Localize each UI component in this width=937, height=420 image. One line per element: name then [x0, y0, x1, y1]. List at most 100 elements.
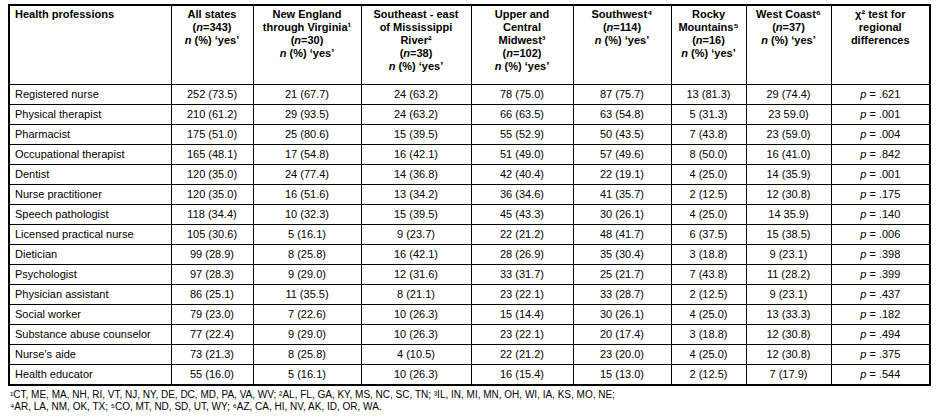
value-cell: 10 (32.3) [253, 204, 361, 224]
value-cell: 2 (12.5) [671, 364, 746, 385]
value-cell: 105 (30.6) [171, 224, 253, 244]
value-cell: 45 (43.3) [471, 204, 573, 224]
value-cell: 10 (26.3) [361, 324, 471, 344]
value-cell: 36 (34.6) [471, 184, 573, 204]
value-cell: 51 (49.0) [471, 144, 573, 164]
value-cell: 4 (25.0) [671, 204, 746, 224]
header-row: Health professionsAll states(n=343)n (%)… [9, 5, 930, 84]
header-line: Mountains⁵ [674, 21, 744, 34]
value-cell: 6 (37.5) [671, 224, 746, 244]
value-cell: 2 (12.5) [671, 284, 746, 304]
value-cell: 24 (63.2) [361, 84, 471, 104]
header-line: Southwest⁴ [576, 8, 669, 21]
value-cell: 21 (67.7) [253, 84, 361, 104]
header-line: n (%) ‘yes’ [364, 60, 469, 73]
value-cell: 16 (15.4) [471, 364, 573, 385]
table-row: Registered nurse252 (73.5)21 (67.7)24 (6… [9, 84, 930, 104]
value-cell: 97 (28.3) [171, 264, 253, 284]
table-header: Health professionsAll states(n=343)n (%)… [9, 5, 930, 84]
value-cell: 15 (13.0) [573, 364, 671, 385]
p-value-cell: p = .182 [831, 304, 930, 324]
column-header-health-professions: Health professions [9, 5, 171, 84]
value-cell: 79 (23.0) [171, 304, 253, 324]
header-line: Southeast - east [364, 8, 469, 21]
value-cell: 24 (77.4) [253, 164, 361, 184]
header-line: Midwest³ [474, 34, 571, 47]
footnote-line-1: ¹CT, ME, MA, NH, RI, VT, NJ, NY, DE, DC,… [10, 389, 937, 401]
header-line: n (%) ‘yes’ [749, 34, 829, 47]
header-line: Upper and [474, 8, 571, 21]
value-cell: 33 (28.7) [573, 284, 671, 304]
value-cell: 9 (23.1) [746, 244, 831, 264]
value-cell: 4 (25.0) [671, 304, 746, 324]
p-value-cell: p = .006 [831, 224, 930, 244]
row-label: Licensed practical nurse [9, 224, 171, 244]
value-cell: 22 (21.2) [471, 344, 573, 364]
value-cell: 63 (54.8) [573, 104, 671, 124]
value-cell: 24 (63.2) [361, 104, 471, 124]
table-row: Physician assistant86 (25.1)11 (35.5)8 (… [9, 284, 930, 304]
value-cell: 15 (39.5) [361, 204, 471, 224]
row-label: Nurse practitioner [9, 184, 171, 204]
table-footnotes: ¹CT, ME, MA, NH, RI, VT, NJ, NY, DE, DC,… [8, 389, 937, 413]
table-row: Speech pathologist118 (34.4)10 (32.3)15 … [9, 204, 930, 224]
value-cell: 5 (31.3) [671, 104, 746, 124]
value-cell: 33 (31.7) [471, 264, 573, 284]
value-cell: 10 (26.3) [361, 364, 471, 385]
value-cell: 55 (52.9) [471, 124, 573, 144]
p-value-cell: p = .437 [831, 284, 930, 304]
header-line: differences [834, 34, 928, 47]
value-cell: 8 (21.1) [361, 284, 471, 304]
value-cell: 23 (22.1) [471, 324, 573, 344]
table-row: Occupational therapist165 (48.1)17 (54.8… [9, 144, 930, 164]
row-label: Physician assistant [9, 284, 171, 304]
value-cell: 14 (36.8) [361, 164, 471, 184]
p-value-cell: p = .004 [831, 124, 930, 144]
value-cell: 14 35.9) [746, 204, 831, 224]
value-cell: 25 (21.7) [573, 264, 671, 284]
value-cell: 15 (39.5) [361, 124, 471, 144]
column-header-rocky-mountains: RockyMountains⁵(n=16)n (%) ‘yes’ [671, 5, 746, 84]
value-cell: 15 (38.5) [746, 224, 831, 244]
column-header-west-coast: West Coast⁶(n=37)n (%) ‘yes’ [746, 5, 831, 84]
value-cell: 87 (75.7) [573, 84, 671, 104]
value-cell: 4 (25.0) [671, 344, 746, 364]
value-cell: 23 59.0) [746, 104, 831, 124]
row-label: Occupational therapist [9, 144, 171, 164]
value-cell: 5 (16.1) [253, 364, 361, 385]
p-value-cell: p = .621 [831, 84, 930, 104]
value-cell: 57 (49.6) [573, 144, 671, 164]
value-cell: 210 (61.2) [171, 104, 253, 124]
header-line: Health professions [15, 8, 169, 21]
table-row: Dentist120 (35.0)24 (77.4)14 (36.8)42 (4… [9, 164, 930, 184]
value-cell: 13 (34.2) [361, 184, 471, 204]
header-line: n (%) ‘yes’ [256, 47, 359, 60]
header-line: Rocky [674, 8, 744, 21]
table-row: Dietician99 (28.9)8 (25.8)16 (42.1)28 (2… [9, 244, 930, 264]
header-line: n (%) ‘yes’ [174, 34, 251, 47]
p-value-cell: p = .375 [831, 344, 930, 364]
paper-table-page: Health professionsAll states(n=343)n (%)… [0, 0, 937, 413]
value-cell: 16 (42.1) [361, 244, 471, 264]
value-cell: 8 (25.8) [253, 244, 361, 264]
value-cell: 48 (41.7) [573, 224, 671, 244]
value-cell: 20 (17.4) [573, 324, 671, 344]
header-line: (n=16) [674, 34, 744, 47]
column-header-southwest: Southwest⁴(n=114)n (%) ‘yes’ [573, 5, 671, 84]
health-professions-table: Health professionsAll states(n=343)n (%)… [8, 4, 931, 386]
value-cell: 7 (22.6) [253, 304, 361, 324]
value-cell: 9 (23.7) [361, 224, 471, 244]
header-line: (n=30) [256, 34, 359, 47]
header-line: (n=343) [174, 21, 251, 34]
value-cell: 8 (25.8) [253, 344, 361, 364]
value-cell: 7 (43.8) [671, 264, 746, 284]
value-cell: 175 (51.0) [171, 124, 253, 144]
value-cell: 120 (35.0) [171, 184, 253, 204]
table-row: Licensed practical nurse105 (30.6)5 (16.… [9, 224, 930, 244]
header-line: through Virginia¹ [256, 21, 359, 34]
value-cell: 25 (80.6) [253, 124, 361, 144]
row-label: Dentist [9, 164, 171, 184]
header-line: Central [474, 21, 571, 34]
value-cell: 7 (43.8) [671, 124, 746, 144]
value-cell: 35 (30.4) [573, 244, 671, 264]
